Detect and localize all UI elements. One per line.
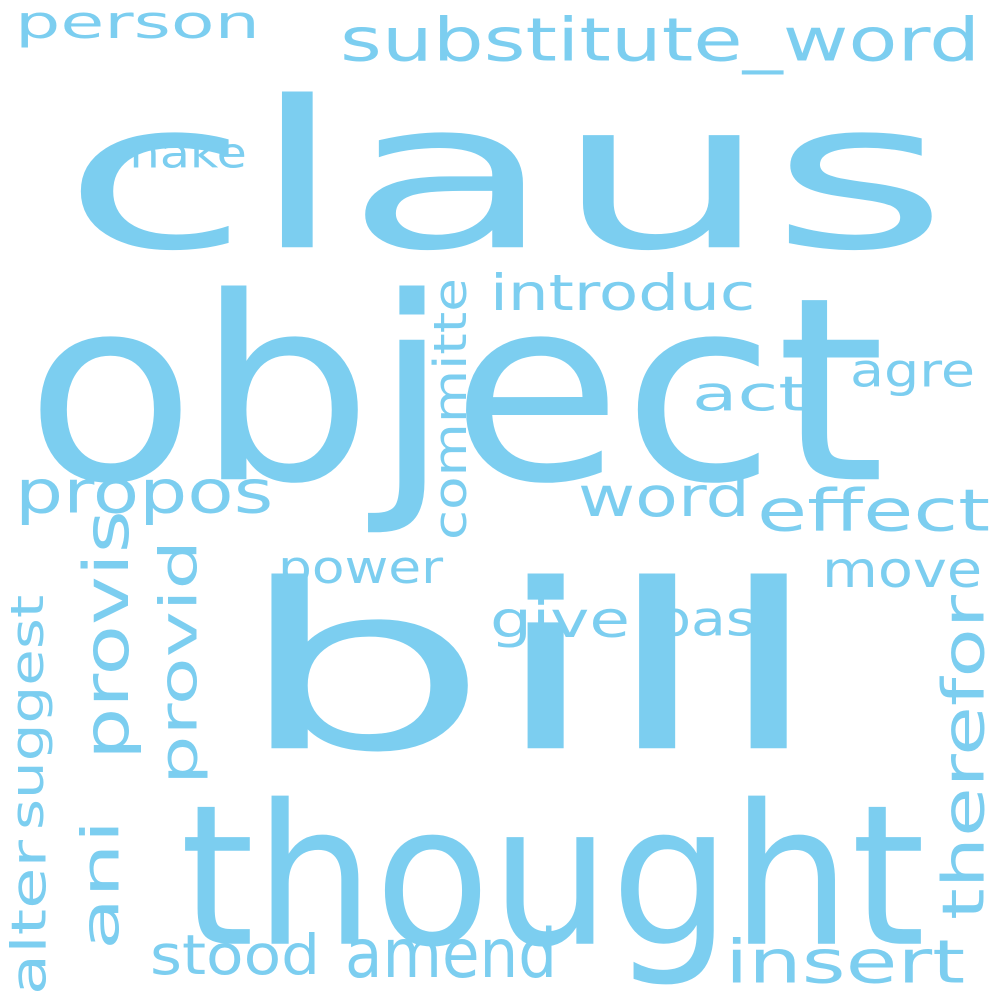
word-alter: alter <box>0 840 57 995</box>
word-person: person <box>15 0 260 49</box>
word-stood: stood <box>150 923 321 988</box>
word-ani: ani <box>70 819 132 950</box>
word-claus: claus <box>62 56 949 297</box>
word-act: act <box>692 365 808 422</box>
word-committe: committe <box>423 278 477 540</box>
word-thought: thought <box>180 762 926 991</box>
word-power: power <box>278 540 444 594</box>
word-introduc: introduc <box>490 263 756 322</box>
word-object: object <box>25 242 886 541</box>
word-provis: provis <box>70 510 143 760</box>
word-word: word <box>578 465 750 530</box>
word-agre: agre <box>850 343 976 398</box>
word-make: make <box>112 128 247 178</box>
word-suggest: suggest <box>0 594 54 830</box>
word-give: give <box>490 590 630 649</box>
word-provid: provid <box>148 539 210 785</box>
word-amend: amend <box>345 913 558 994</box>
word-move: move <box>822 540 983 599</box>
word-effect: effect <box>757 476 991 545</box>
word-insert: insert <box>725 926 966 997</box>
word-therefor: therefor <box>929 594 998 920</box>
word-propos: propos <box>15 456 274 527</box>
word-pass: pass <box>655 590 785 647</box>
word-bill: bill <box>235 534 825 804</box>
word-substitute-word: substitute_word <box>340 4 981 75</box>
